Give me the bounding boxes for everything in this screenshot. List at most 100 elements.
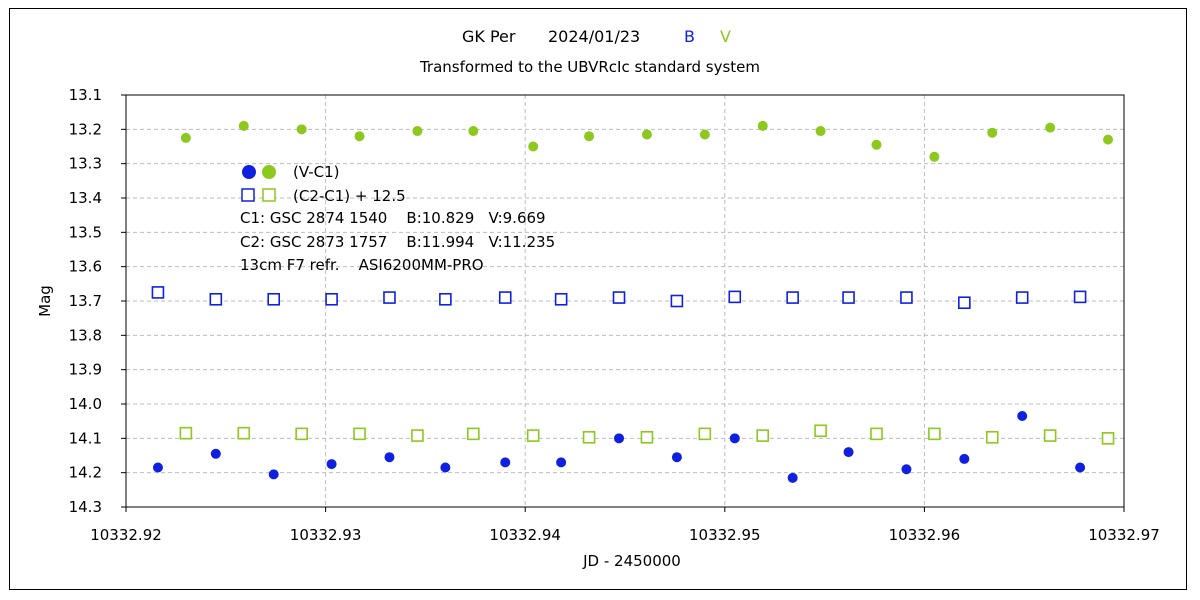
data-point-square (1073, 290, 1087, 304)
y-tick-label: 13.3 (69, 155, 102, 173)
x-tick-label: 10332.97 (1088, 526, 1160, 544)
data-point-circle (699, 129, 710, 140)
y-tick-label: 13.1 (69, 86, 102, 104)
x-ticks: 10332.92 10332.93 10332.94 10332.95 10332.96… (90, 507, 1160, 544)
x-axis-title: JD - 2450000 (582, 552, 681, 570)
data-point-square (670, 294, 684, 308)
data-point-square (900, 291, 913, 304)
data-point-circle (556, 457, 567, 468)
data-point-circle (296, 124, 307, 135)
data-point-square (439, 292, 452, 306)
legend-marker-v-circle (262, 165, 276, 179)
data-point-circle (1103, 134, 1114, 145)
data-point-square (151, 286, 165, 299)
data-point-square (640, 431, 654, 444)
x-tick-label: 10332.96 (889, 526, 961, 544)
data-point-circle (412, 126, 423, 137)
data-point-circle (641, 129, 652, 140)
data-point-square (842, 291, 855, 304)
data-point-circle (871, 139, 882, 150)
data-point-circle (500, 457, 511, 468)
data-point-square (985, 431, 999, 444)
data-point-square (295, 427, 308, 441)
y-tick-label: 14.3 (69, 498, 102, 516)
data-point-square (526, 429, 540, 442)
chart-title-object: GK Per (462, 27, 516, 46)
data-point-circle (729, 433, 740, 444)
data-point-square (582, 431, 596, 444)
data-point-circle (1017, 411, 1028, 422)
data-point-square (1015, 291, 1029, 304)
data-point-square (467, 427, 480, 441)
data-point-square (928, 427, 941, 441)
annotation-c1: C1: GSC 2874 1540 B:10.829 V:9.669 (240, 209, 546, 227)
legend-label-vc1: (V-C1) (293, 163, 340, 181)
data-point-square (411, 429, 424, 442)
legend-marker-b-circle (242, 165, 256, 179)
data-point-circle (901, 464, 912, 475)
chart-title-date: 2024/01/23 (548, 27, 640, 46)
y-tick-label: 14.0 (69, 395, 102, 413)
legend-marker-v-square (262, 188, 276, 202)
data-point-circle (614, 433, 625, 444)
data-point-circle (268, 469, 279, 480)
data-point-circle (843, 447, 854, 458)
data-point-circle (584, 131, 595, 142)
data-point-circle (787, 472, 798, 483)
x-tick-label: 10332.95 (689, 526, 761, 544)
data-point-square (786, 291, 799, 304)
annotation-instrument: 13cm F7 refr. ASI6200MM-PRO (240, 256, 484, 274)
data-marks (151, 120, 1115, 483)
y-tick-label: 13.6 (69, 258, 102, 276)
data-point-circle (671, 452, 682, 463)
data-point-square (1101, 432, 1115, 445)
chart-title-band-v: V (720, 27, 731, 46)
data-point-square (698, 427, 712, 441)
data-point-circle (180, 132, 191, 143)
data-point-square (325, 292, 338, 306)
data-point-circle (528, 141, 539, 152)
legend: (V-C1) (C2-C1) + 12.5 (241, 163, 406, 205)
data-point-circle (238, 120, 249, 131)
data-point-square (179, 426, 193, 440)
x-tick-label: 10332.92 (90, 526, 162, 544)
data-point-circle (815, 126, 826, 137)
data-point-circle (757, 120, 768, 131)
data-point-square (554, 292, 568, 306)
y-tick-label: 14.2 (69, 464, 102, 482)
legend-label-c2c1: (C2-C1) + 12.5 (293, 187, 406, 205)
data-point-square (728, 290, 742, 304)
y-tick-label: 13.5 (69, 223, 102, 241)
data-point-square (870, 427, 883, 441)
data-point-square (612, 291, 626, 304)
data-point-circle (1045, 122, 1056, 133)
chart-title-band-b: B (684, 27, 695, 46)
data-point-square (756, 429, 770, 442)
y-axis-title: Mag (36, 285, 54, 317)
data-point-circle (468, 126, 479, 137)
y-tick-label: 13.9 (69, 361, 102, 379)
y-ticks: 13.1 13.2 13.3 13.4 13.5 13.6 13.7 13.8 13.9 14.0… (69, 86, 126, 516)
chart-frame (9, 8, 1187, 590)
y-tick-label: 13.7 (69, 292, 102, 310)
data-point-circle (929, 151, 940, 162)
data-point-square (1043, 429, 1057, 442)
x-tick-label: 10332.94 (489, 526, 561, 544)
data-point-square (267, 292, 281, 306)
y-tick-label: 13.8 (69, 326, 102, 344)
data-point-circle (1075, 462, 1086, 473)
data-point-circle (987, 127, 998, 138)
data-point-square (209, 292, 223, 306)
data-point-square (237, 426, 251, 440)
data-point-circle (384, 452, 395, 463)
data-point-square (814, 424, 827, 438)
data-point-square (958, 296, 971, 310)
data-point-circle (210, 448, 221, 459)
data-point-circle (959, 453, 970, 464)
chart-subtitle: Transformed to the UBVRcIc standard syst… (419, 58, 760, 76)
data-point-square (383, 291, 396, 304)
data-point-circle (440, 462, 451, 473)
data-point-circle (354, 131, 365, 142)
y-tick-label: 14.1 (69, 429, 102, 447)
